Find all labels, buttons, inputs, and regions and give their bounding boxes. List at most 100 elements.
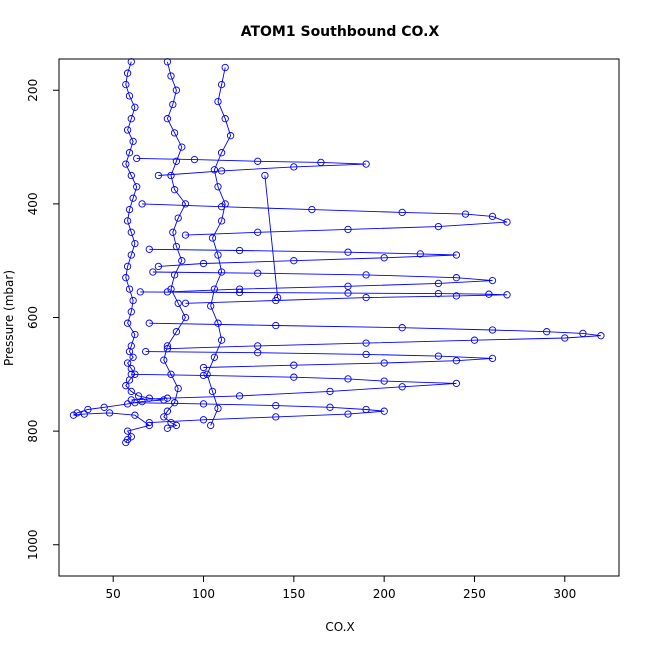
data-point (129, 137, 137, 146)
data-point (362, 350, 370, 359)
series-line (145, 351, 493, 368)
data-point (254, 349, 262, 357)
series-1 (160, 58, 190, 432)
data-point (131, 399, 139, 407)
data-point (434, 289, 443, 298)
data-point (488, 354, 497, 363)
data-point (434, 352, 443, 360)
data-point (174, 214, 182, 222)
data-point (174, 384, 182, 393)
data-point (214, 183, 222, 191)
data-point (190, 155, 199, 164)
data-point (127, 364, 135, 373)
data-point (169, 228, 177, 236)
data-point (452, 251, 461, 259)
data-point (199, 400, 208, 408)
y-axis-ticks: 200 400 600 800 1000 (26, 79, 59, 560)
data-point (160, 413, 168, 421)
data-point (163, 394, 172, 402)
data-point (461, 210, 470, 218)
data-point (105, 409, 114, 417)
data-point (434, 279, 443, 288)
data-point (254, 157, 262, 165)
series-line (152, 271, 493, 293)
data-point (170, 271, 179, 279)
data-point (167, 72, 175, 80)
data-point (362, 405, 370, 414)
data-point (452, 379, 461, 388)
data-point (579, 329, 587, 338)
data-point (169, 100, 177, 109)
data-point (127, 387, 135, 396)
data-point (203, 370, 211, 378)
data-point (174, 299, 182, 307)
data-point (122, 382, 130, 390)
series-line (142, 203, 508, 236)
data-point (154, 171, 163, 180)
data-point (145, 418, 153, 427)
data-point (290, 163, 298, 171)
data-point (452, 274, 461, 282)
series-7 (136, 288, 511, 307)
data-point (69, 411, 78, 419)
data-point (317, 158, 325, 167)
data-point (488, 212, 497, 221)
data-point (208, 234, 217, 242)
data-point (210, 166, 219, 174)
data-point (199, 416, 208, 424)
data-point (452, 292, 461, 300)
data-point (149, 268, 157, 276)
series-5 (145, 245, 461, 271)
data-point (123, 400, 132, 408)
data-point (142, 347, 150, 356)
data-point (125, 347, 134, 356)
data-point (326, 403, 334, 411)
data-point (235, 392, 244, 400)
data-point (416, 250, 424, 258)
data-point (133, 183, 141, 191)
data-point (221, 63, 229, 72)
data-point (178, 143, 186, 151)
data-point (163, 342, 172, 350)
series-line (149, 322, 601, 350)
series-line (140, 291, 508, 304)
data-point (127, 370, 135, 378)
data-point (217, 149, 226, 157)
x-tick-label: 50 (106, 587, 121, 601)
data-point (272, 413, 280, 421)
data-point (170, 186, 179, 194)
data-point (261, 171, 269, 180)
data-point (362, 293, 370, 302)
data-point (344, 289, 352, 297)
series-6 (149, 268, 497, 296)
data-point (326, 387, 334, 396)
data-point (84, 405, 92, 414)
data-point (503, 218, 511, 226)
data-point (273, 293, 282, 302)
data-point (122, 80, 130, 89)
x-axis-ticks: 50 100 150 200 250 300 (106, 576, 576, 601)
data-point (217, 217, 226, 225)
data-point (129, 296, 137, 305)
series-line (131, 373, 457, 401)
data-point (380, 377, 388, 385)
series-3 (133, 154, 370, 180)
data-point (123, 262, 132, 271)
data-point (122, 160, 130, 168)
data-point (380, 407, 388, 415)
data-point (136, 288, 144, 296)
series-line (264, 175, 279, 298)
data-point (290, 361, 298, 369)
data-point (170, 129, 179, 137)
data-point (129, 353, 137, 361)
data-point (127, 171, 135, 180)
data-point (131, 330, 139, 339)
data-point (127, 308, 135, 316)
series-0 (69, 58, 168, 447)
data-point (217, 167, 226, 175)
data-point (129, 194, 137, 202)
data-point (380, 359, 388, 367)
data-point (123, 319, 132, 327)
data-point (160, 356, 168, 364)
